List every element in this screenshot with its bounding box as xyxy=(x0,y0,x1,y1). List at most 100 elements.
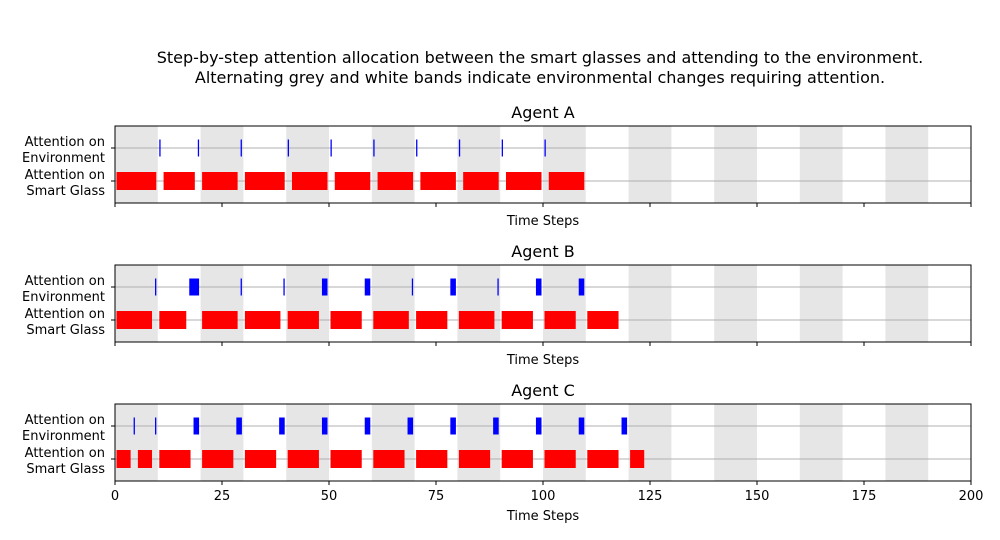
y-tick-label-line: Environment xyxy=(22,151,105,166)
y-tick-label-line: Smart Glass xyxy=(26,323,105,338)
grey-band xyxy=(200,126,244,203)
grey-band xyxy=(885,265,929,342)
smart-glass-bar xyxy=(159,450,191,468)
smart-glass-bar xyxy=(505,172,542,190)
grey-band xyxy=(714,265,757,342)
grey-band xyxy=(115,404,158,481)
smart-glass-bar xyxy=(202,172,238,190)
environment-bar xyxy=(193,417,200,435)
environment-bar xyxy=(535,417,542,435)
smart-glass-bar xyxy=(334,172,371,190)
smart-glass-bar xyxy=(416,450,448,468)
environment-bar xyxy=(493,417,499,435)
y-tick-label-line: Attention on xyxy=(25,168,105,183)
smart-glass-bar xyxy=(587,450,619,468)
panel-title: Agent C xyxy=(511,381,575,400)
grey-band xyxy=(200,404,244,481)
smart-glass-bar xyxy=(116,450,131,468)
x-tick-label: 50 xyxy=(321,489,338,504)
grey-band xyxy=(885,404,929,481)
environment-bar xyxy=(497,278,499,296)
y-tick-label: Attention on Environment xyxy=(22,135,105,166)
y-tick-label-line: Attention on xyxy=(25,274,105,289)
x-tick-label: 200 xyxy=(959,489,984,504)
x-tick-label: 25 xyxy=(214,489,231,504)
smart-glass-bar xyxy=(377,172,414,190)
smart-glass-bar xyxy=(548,172,585,190)
smart-glass-bar xyxy=(202,311,238,329)
grey-band xyxy=(714,126,757,203)
smart-glass-bar xyxy=(163,172,195,190)
smart-glass-bar xyxy=(330,450,362,468)
environment-bar xyxy=(287,139,289,157)
environment-bar xyxy=(155,278,157,296)
grey-band xyxy=(799,404,843,481)
x-tick-label: 125 xyxy=(638,489,663,504)
grey-band xyxy=(628,265,672,342)
x-axis-label: Time Steps xyxy=(506,353,580,368)
x-tick-label: 75 xyxy=(428,489,445,504)
chart-title-line-2: Alternating grey and white bands indicat… xyxy=(195,68,885,87)
smart-glass-bar xyxy=(373,311,409,329)
smart-glass-bar xyxy=(287,311,319,329)
y-tick-label-line: Environment xyxy=(22,429,105,444)
environment-bar xyxy=(578,417,585,435)
smart-glass-bar xyxy=(587,311,619,329)
grey-band xyxy=(543,404,586,481)
y-tick-label: Attention on Smart Glass xyxy=(25,446,106,477)
y-tick-label-line: Attention on xyxy=(25,446,105,461)
x-tick-label: 150 xyxy=(745,489,770,504)
grey-band xyxy=(543,126,586,203)
smart-glass-bar xyxy=(291,172,328,190)
y-tick-label: Attention on Smart Glass xyxy=(25,168,106,199)
grey-band xyxy=(457,126,501,203)
smart-glass-bar xyxy=(116,172,157,190)
smart-glass-bar xyxy=(116,311,153,329)
environment-bar xyxy=(416,139,418,157)
panel-title: Agent B xyxy=(511,242,574,261)
smart-glass-bar xyxy=(420,172,456,190)
grey-band xyxy=(286,126,329,203)
smart-glass-bar xyxy=(244,172,285,190)
grey-band xyxy=(286,265,329,342)
environment-bar xyxy=(240,278,242,296)
grey-band xyxy=(628,126,672,203)
environment-bar xyxy=(373,139,375,157)
environment-bar xyxy=(501,139,503,157)
smart-glass-bar xyxy=(544,450,576,468)
x-tick-label: 175 xyxy=(852,489,877,504)
x-tick-label: 100 xyxy=(531,489,556,504)
y-tick-label: Attention on Smart Glass xyxy=(25,307,106,338)
environment-bar xyxy=(330,139,332,157)
environment-bar xyxy=(407,417,414,435)
grey-band xyxy=(885,126,929,203)
grey-band xyxy=(371,126,415,203)
smart-glass-bar xyxy=(501,311,533,329)
environment-bar xyxy=(364,278,371,296)
environment-bar xyxy=(283,278,285,296)
grey-band xyxy=(371,404,415,481)
grey-band xyxy=(543,265,586,342)
grey-band xyxy=(200,265,244,342)
environment-bar xyxy=(133,417,135,435)
smart-glass-bar xyxy=(630,450,645,468)
smart-glass-bar xyxy=(159,311,187,329)
environment-bar xyxy=(578,278,585,296)
grey-band xyxy=(371,265,415,342)
environment-bar xyxy=(159,139,161,157)
environment-bar xyxy=(321,417,328,435)
environment-bar xyxy=(197,139,200,157)
grey-band xyxy=(457,265,501,342)
environment-bar xyxy=(450,417,456,435)
environment-bar xyxy=(189,278,200,296)
smart-glass-bar xyxy=(330,311,362,329)
grey-band xyxy=(799,126,843,203)
environment-bar xyxy=(155,417,157,435)
environment-bar xyxy=(240,139,242,157)
environment-bar xyxy=(364,417,371,435)
environment-bar xyxy=(236,417,242,435)
y-tick-label-line: Attention on xyxy=(25,413,105,428)
